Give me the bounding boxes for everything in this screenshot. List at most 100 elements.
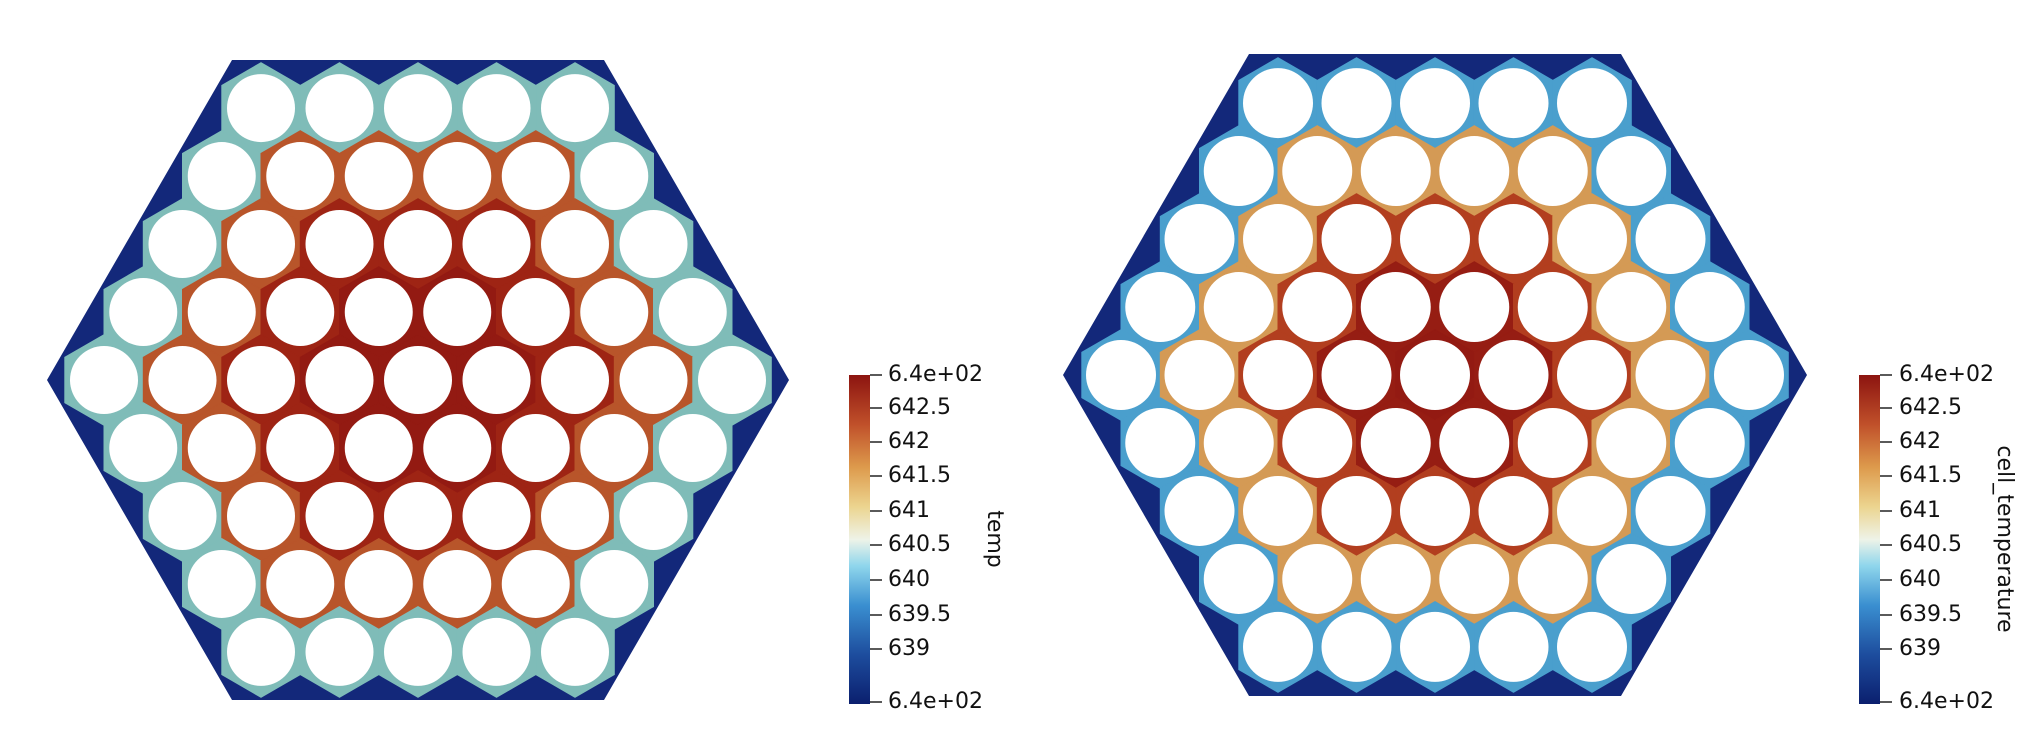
- fuel-pin: [384, 346, 452, 414]
- fuel-pin: [266, 413, 335, 482]
- colorbar-label: 641: [888, 498, 930, 523]
- fuel-pin: [1478, 68, 1549, 139]
- fuel-pin: [462, 346, 531, 414]
- fuel-pin: [1203, 272, 1274, 343]
- fuel-pin: [344, 413, 413, 482]
- fuel-pin: [187, 142, 256, 211]
- fuel-pin: [1557, 611, 1627, 682]
- fuel-pin: [1360, 407, 1431, 478]
- fuel-pin: [1282, 407, 1353, 478]
- fuel-pin: [698, 346, 766, 414]
- fuel-pin: [1203, 407, 1274, 478]
- fuel-pin: [1360, 543, 1431, 614]
- fuel-pin: [384, 617, 452, 686]
- colorbar-label: 642: [1899, 429, 1941, 454]
- fuel-pin: [1164, 204, 1235, 275]
- fuel-pin: [541, 481, 609, 550]
- colorbar-label: 639: [1899, 636, 1941, 661]
- fuel-pin: [227, 210, 295, 279]
- fuel-pin: [1360, 272, 1431, 343]
- fuel-pin: [1439, 543, 1510, 614]
- colorbar-label: 639: [888, 636, 930, 661]
- colorbar-label: 6.4e+02: [1899, 689, 1994, 714]
- fuel-pin: [1635, 340, 1706, 410]
- fuel-pin: [1478, 475, 1549, 546]
- fuel-pin: [344, 549, 413, 618]
- fuel-pin: [384, 210, 452, 279]
- fuel-pin: [462, 74, 531, 143]
- fuel-pin: [148, 346, 217, 414]
- colorbar: [849, 375, 870, 704]
- fuel-pin: [1282, 543, 1353, 614]
- fuel-pin: [1439, 272, 1510, 343]
- fuel-pin: [501, 413, 570, 482]
- assembly: [47, 60, 789, 700]
- fuel-pin: [384, 74, 452, 143]
- fuel-pin: [1596, 136, 1667, 207]
- fuel-pin: [344, 142, 413, 211]
- fuel-pin: [1164, 475, 1235, 546]
- fuel-pin: [1400, 475, 1470, 546]
- fuel-pin: [227, 481, 295, 550]
- fuel-pin: [1674, 407, 1745, 478]
- fuel-pin: [658, 413, 727, 482]
- fuel-pin: [1164, 340, 1235, 410]
- fuel-pin: [462, 210, 531, 279]
- fuel-pin: [580, 549, 649, 618]
- fuel-pin: [423, 413, 492, 482]
- fuel-pin: [1400, 611, 1470, 682]
- fuel-pin: [1557, 204, 1627, 275]
- fuel-pin: [423, 549, 492, 618]
- fuel-pin: [1517, 407, 1588, 478]
- fuel-pin: [384, 481, 452, 550]
- colorbar-label: 6.4e+02: [1899, 362, 1994, 387]
- fuel-pin: [1557, 475, 1627, 546]
- fuel-pin: [1125, 407, 1196, 478]
- fuel-pin: [580, 142, 649, 211]
- colorbar: [1859, 375, 1880, 704]
- fuel-pin: [619, 481, 688, 550]
- fuel-pin: [1243, 340, 1313, 410]
- fuel-pin: [1243, 68, 1313, 139]
- fuel-pin: [1243, 611, 1313, 682]
- fuel-pin: [1243, 475, 1313, 546]
- fuel-pin: [1282, 272, 1353, 343]
- fuel-pin: [1557, 68, 1627, 139]
- fuel-pin: [305, 481, 374, 550]
- fuel-pin: [1478, 611, 1549, 682]
- fuel-pin: [187, 413, 256, 482]
- fuel-pin: [1086, 340, 1156, 410]
- colorbar-label: 640.5: [1899, 532, 1962, 557]
- colorbar-label: 642.5: [1899, 395, 1962, 420]
- fuel-pin: [1439, 407, 1510, 478]
- colorbar-label: 6.4e+02: [888, 689, 983, 714]
- fuel-pin: [501, 142, 570, 211]
- fuel-pin: [1125, 272, 1196, 343]
- colorbar-label: 641.5: [888, 463, 951, 488]
- fuel-pin: [187, 549, 256, 618]
- fuel-pin: [1674, 272, 1745, 343]
- fuel-pin: [423, 142, 492, 211]
- colorbar-title: temp: [982, 510, 1007, 568]
- assembly: [1063, 54, 1807, 696]
- fuel-pin: [619, 210, 688, 279]
- fuel-pin: [580, 413, 649, 482]
- fuel-pin: [1400, 340, 1470, 410]
- fuel-pin: [1517, 136, 1588, 207]
- fuel-pin: [1714, 340, 1784, 410]
- colorbar-label: 640: [1899, 567, 1941, 592]
- fuel-pin: [541, 210, 609, 279]
- colorbar-label: 639.5: [1899, 602, 1962, 627]
- fuel-pin: [1557, 340, 1627, 410]
- fuel-pin: [462, 617, 531, 686]
- fuel-pin: [1203, 136, 1274, 207]
- fuel-pin: [266, 142, 335, 211]
- fuel-pin: [1596, 543, 1667, 614]
- fuel-pin: [1203, 543, 1274, 614]
- fuel-pin: [462, 481, 531, 550]
- fuel-pin: [266, 549, 335, 618]
- fuel-pin: [305, 617, 374, 686]
- fuel-pin: [305, 346, 374, 414]
